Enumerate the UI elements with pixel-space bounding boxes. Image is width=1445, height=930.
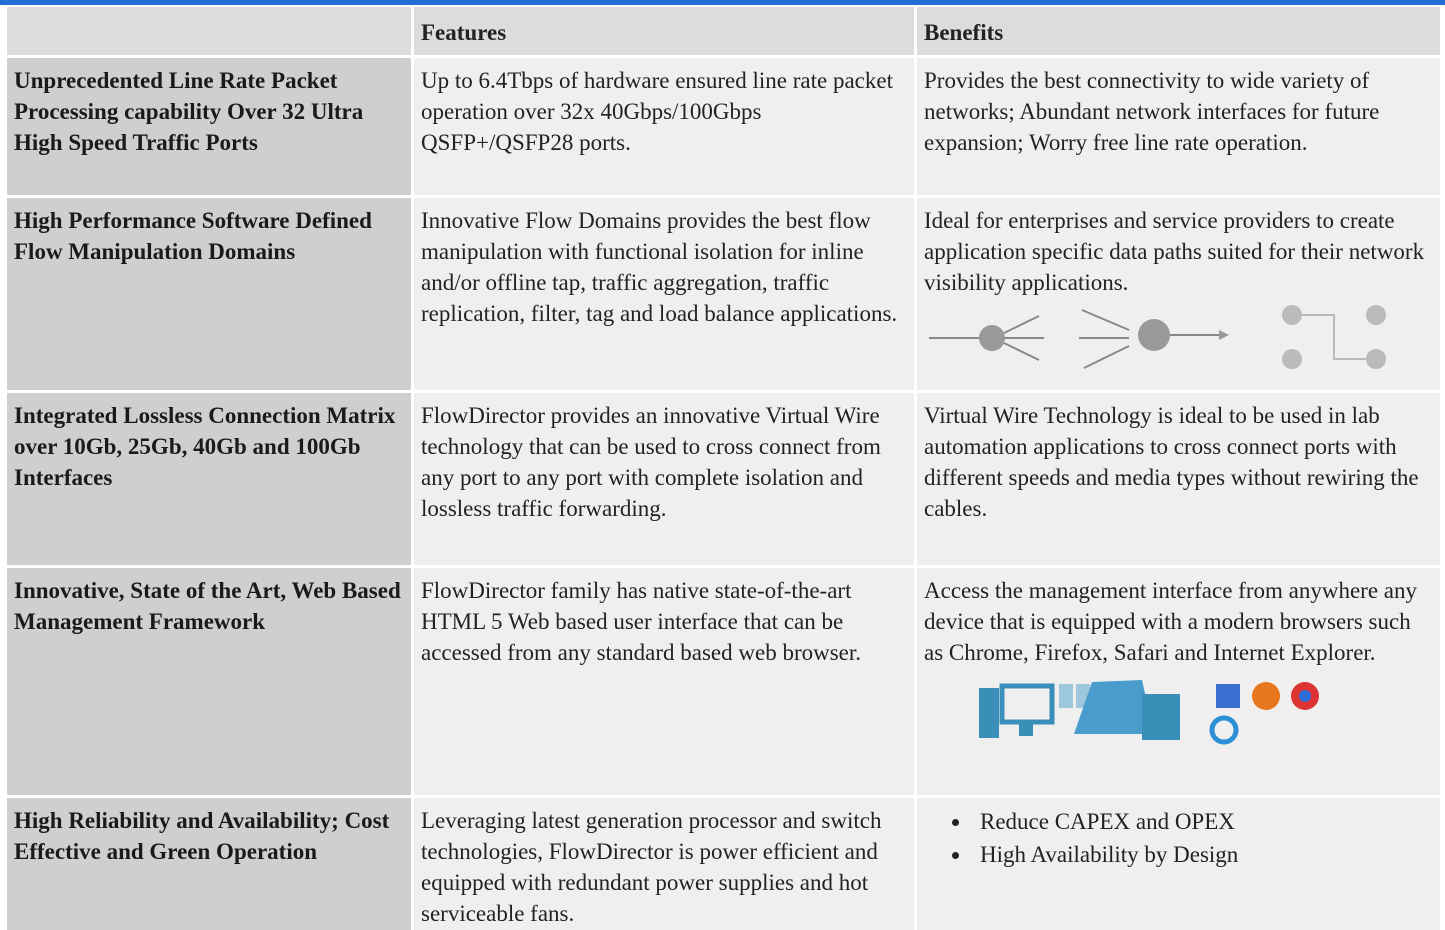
row-title: Unprecedented Line Rate Packet Processin… xyxy=(7,58,411,195)
features-cell: Leveraging latest generation processor a… xyxy=(414,798,914,930)
features-cell: FlowDirector provides an innovative Virt… xyxy=(414,393,914,565)
row: High Reliability and Availability; Cost … xyxy=(7,798,1440,930)
row-title: Integrated Lossless Connection Matrix ov… xyxy=(7,393,411,565)
row: Innovative, State of the Art, Web Based … xyxy=(7,568,1440,795)
flow-diagram xyxy=(929,305,1386,369)
header-cell xyxy=(7,7,411,55)
header-cell: Features xyxy=(414,7,914,55)
benefits-text: Ideal for enterprises and service provid… xyxy=(924,208,1425,295)
header-row: Features Benefits xyxy=(7,7,1440,55)
row-title: High Performance Software Defined Flow M… xyxy=(7,198,411,390)
benefits-cell: Ideal for enterprises and service provid… xyxy=(917,198,1440,390)
benefits-text: Access the management interface from any… xyxy=(924,578,1417,665)
features-cell: Up to 6.4Tbps of hardware ensured line r… xyxy=(414,58,914,195)
device-icons xyxy=(979,680,1319,745)
bullet: Reduce CAPEX and OPEX xyxy=(972,805,1433,838)
benefits-cell: Reduce CAPEX and OPEX High Availability … xyxy=(917,798,1440,930)
features-cell: FlowDirector family has native state-of-… xyxy=(414,568,914,795)
benefits-cell: Access the management interface from any… xyxy=(917,568,1440,795)
row-title: Innovative, State of the Art, Web Based … xyxy=(7,568,411,795)
row-title: High Reliability and Availability; Cost … xyxy=(7,798,411,930)
features-cell: Innovative Flow Domains provides the bes… xyxy=(414,198,914,390)
header-cell: Benefits xyxy=(917,7,1440,55)
top-bar xyxy=(0,0,1445,5)
feature-table: Features Benefits Unprecedented Line Rat… xyxy=(4,4,1443,930)
row: Unprecedented Line Rate Packet Processin… xyxy=(7,58,1440,195)
bullet: High Availability by Design xyxy=(972,838,1433,871)
row: Integrated Lossless Connection Matrix ov… xyxy=(7,393,1440,565)
benefits-cell: Provides the best connectivity to wide v… xyxy=(917,58,1440,195)
benefits-cell: Virtual Wire Technology is ideal to be u… xyxy=(917,393,1440,565)
benefits-list: Reduce CAPEX and OPEX High Availability … xyxy=(924,805,1433,871)
row: High Performance Software Defined Flow M… xyxy=(7,198,1440,390)
